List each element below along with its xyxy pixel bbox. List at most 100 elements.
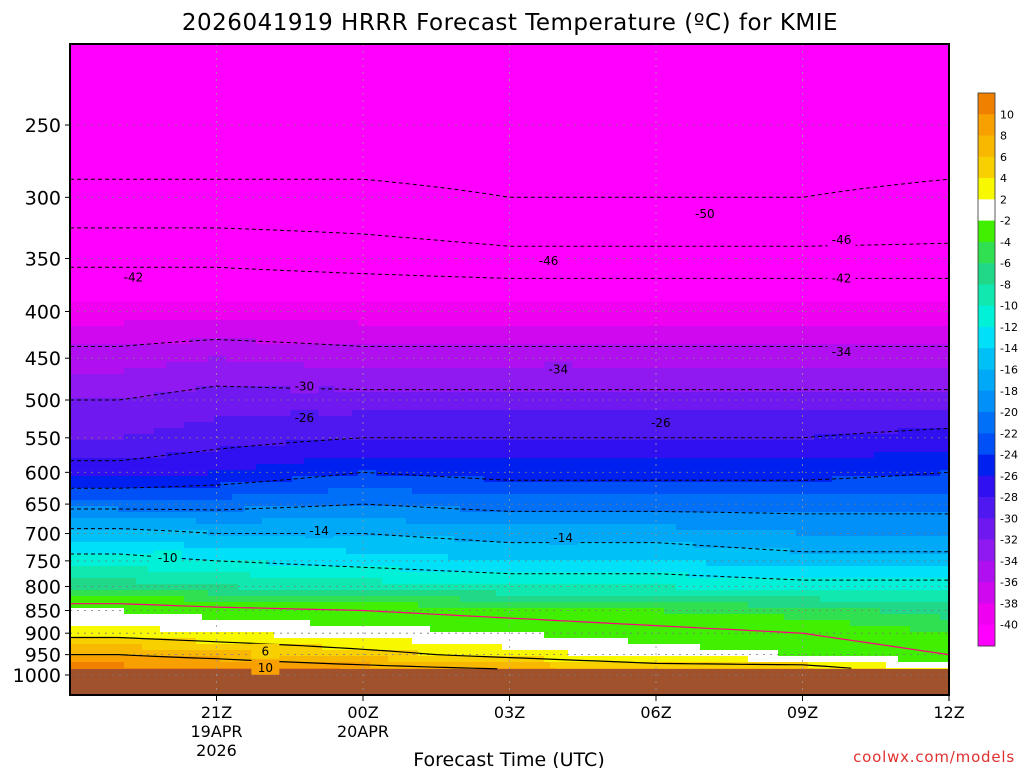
- field-cell: [106, 434, 112, 440]
- field-cell: [244, 650, 250, 656]
- field-cell: [118, 230, 124, 236]
- field-cell: [190, 146, 196, 152]
- field-cell: [262, 80, 268, 86]
- field-cell: [178, 284, 184, 290]
- field-cell: [340, 416, 346, 422]
- field-cell: [328, 230, 334, 236]
- field-cell: [262, 302, 268, 308]
- field-cell: [268, 206, 274, 212]
- field-cell: [286, 50, 292, 56]
- field-cell: [124, 212, 130, 218]
- field-cell: [316, 200, 322, 206]
- field-cell: [226, 200, 232, 206]
- field-cell: [166, 242, 172, 248]
- field-cell: [220, 518, 226, 524]
- field-cell: [202, 302, 208, 308]
- field-cell: [280, 542, 286, 548]
- field-cell: [310, 182, 316, 188]
- field-cell: [190, 362, 196, 368]
- field-cell: [142, 92, 148, 98]
- field-cell: [214, 572, 220, 578]
- field-cell: [196, 428, 202, 434]
- field-cell: [316, 182, 322, 188]
- field-cell: [328, 338, 334, 344]
- field-cell: [106, 206, 112, 212]
- field-cell: [142, 200, 148, 206]
- field-cell: [124, 464, 130, 470]
- field-cell: [178, 638, 184, 644]
- field-cell: [340, 404, 346, 410]
- field-cell: [298, 236, 304, 242]
- field-cell: [328, 278, 334, 284]
- field-cell: [172, 302, 178, 308]
- field-cell: [244, 524, 250, 530]
- field-cell: [232, 344, 238, 350]
- field-cell: [184, 548, 190, 554]
- field-cell: [94, 158, 100, 164]
- field-cell: [106, 272, 112, 278]
- field-cell: [322, 572, 328, 578]
- field-cell: [292, 584, 298, 590]
- field-cell: [196, 566, 202, 572]
- field-cell: [154, 416, 160, 422]
- field-cell: [208, 404, 214, 410]
- field-cell: [130, 200, 136, 206]
- field-cell: [256, 140, 262, 146]
- field-cell: [202, 320, 208, 326]
- field-cell: [76, 302, 82, 308]
- field-cell: [238, 206, 244, 212]
- field-cell: [250, 512, 256, 518]
- field-cell: [148, 572, 154, 578]
- field-cell: [214, 278, 220, 284]
- field-cell: [238, 188, 244, 194]
- field-cell: [316, 128, 322, 134]
- field-cell: [322, 188, 328, 194]
- field-cell: [118, 62, 124, 68]
- field-cell: [160, 74, 166, 80]
- field-cell: [292, 440, 298, 446]
- field-cell: [256, 344, 262, 350]
- field-cell: [94, 470, 100, 476]
- field-cell: [160, 254, 166, 260]
- field-cell: [142, 170, 148, 176]
- field-cell: [280, 284, 286, 290]
- field-cell: [136, 200, 142, 206]
- field-cell: [304, 596, 310, 602]
- field-cell: [244, 74, 250, 80]
- field-cell: [238, 92, 244, 98]
- field-cell: [286, 278, 292, 284]
- field-cell: [304, 164, 310, 170]
- field-cell: [202, 116, 208, 122]
- field-cell: [232, 464, 238, 470]
- field-cell: [112, 566, 118, 572]
- field-cell: [202, 380, 208, 386]
- field-cell: [340, 200, 346, 206]
- field-cell: [196, 572, 202, 578]
- field-cell: [166, 470, 172, 476]
- field-cell: [82, 338, 88, 344]
- field-cell: [184, 572, 190, 578]
- field-cell: [244, 242, 250, 248]
- field-cell: [160, 314, 166, 320]
- field-cell: [208, 650, 214, 656]
- field-cell: [142, 536, 148, 542]
- field-cell: [118, 290, 124, 296]
- field-cell: [196, 590, 202, 596]
- field-cell: [304, 278, 310, 284]
- field-cell: [322, 338, 328, 344]
- field-cell: [172, 116, 178, 122]
- field-cell: [274, 284, 280, 290]
- field-cell: [196, 488, 202, 494]
- field-cell: [322, 326, 328, 332]
- field-cell: [178, 626, 184, 632]
- field-cell: [298, 536, 304, 542]
- field-cell: [340, 572, 346, 578]
- field-cell: [196, 200, 202, 206]
- field-cell: [316, 350, 322, 356]
- field-cell: [148, 86, 154, 92]
- field-cell: [100, 254, 106, 260]
- field-cell: [94, 518, 100, 524]
- field-cell: [256, 236, 262, 242]
- field-cell: [118, 398, 124, 404]
- field-cell: [202, 182, 208, 188]
